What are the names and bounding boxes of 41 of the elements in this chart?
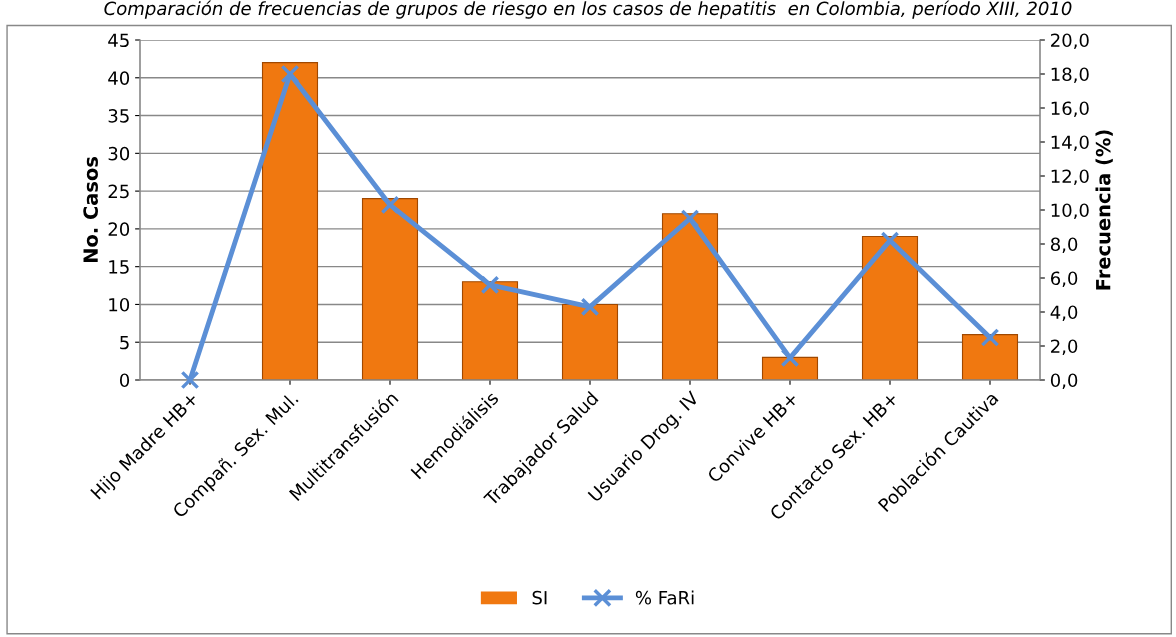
point	[480, 275, 500, 295]
point	[680, 209, 700, 228]
y2-tick-label: 0,0	[1050, 373, 1078, 389]
bar	[561, 303, 619, 380]
y2-axis-title: Frecuencia (%)	[1095, 130, 1113, 290]
y-tick-label: 0	[119, 373, 130, 388]
bar	[461, 281, 519, 380]
y-tick-label: 5	[120, 335, 129, 350]
bar	[861, 235, 919, 380]
y2-tick-label: 8,0	[1050, 237, 1078, 253]
y2-tick-label: 4,0	[1050, 305, 1078, 321]
y2-tick-label: 18,0	[1051, 67, 1089, 83]
y-tick-label: 15	[109, 260, 129, 274]
y-tick-label: 35	[108, 109, 129, 123]
point	[380, 195, 400, 215]
point	[180, 370, 200, 390]
y-tick-label: 30	[108, 146, 130, 161]
bar	[261, 62, 319, 380]
y2-tick-label: 2,0	[1051, 339, 1078, 355]
y-tick-label: 20	[108, 222, 130, 237]
bar	[661, 213, 719, 380]
y2-tick-label: 14,0	[1051, 135, 1089, 151]
y2-tick-label: 12,0	[1051, 169, 1089, 185]
bar	[361, 198, 419, 380]
y2-tick-label: 16,0	[1051, 101, 1089, 117]
y-tick-label: 40	[108, 71, 130, 85]
chart-title: Comparación de frecuencias de grupos de riesgo en los casos de hepatitis en Colombia, período XIII, 2010	[104, 0, 1072, 19]
y-tick-label: 10	[109, 297, 130, 312]
y-axis-title: No. Casos	[83, 157, 98, 263]
bar	[961, 334, 1019, 380]
y2-tick-label: 20,0	[1051, 33, 1089, 49]
y-tick-label: 25	[108, 184, 129, 199]
point	[280, 64, 300, 84]
y-tick-label: 45	[108, 33, 129, 48]
legend-label: % FaRi	[635, 590, 694, 605]
point	[880, 231, 900, 250]
y2-tick-label: 6,0	[1050, 271, 1078, 287]
legend-label: SI	[532, 590, 547, 605]
y2-tick-label: 10,0	[1051, 203, 1089, 219]
point	[980, 328, 1000, 347]
point	[580, 297, 600, 317]
